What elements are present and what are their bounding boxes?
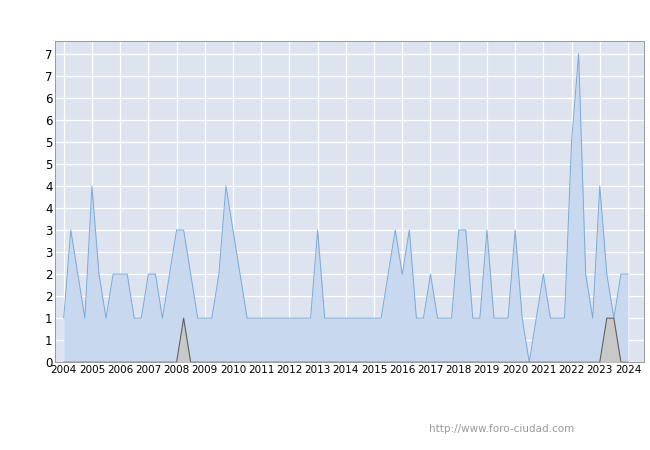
Text: Aledo - Evolucion del Nº de Transacciones Inmobiliarias: Aledo - Evolucion del Nº de Transaccione… (108, 10, 542, 24)
Text: http://www.foro-ciudad.com: http://www.foro-ciudad.com (429, 424, 574, 434)
